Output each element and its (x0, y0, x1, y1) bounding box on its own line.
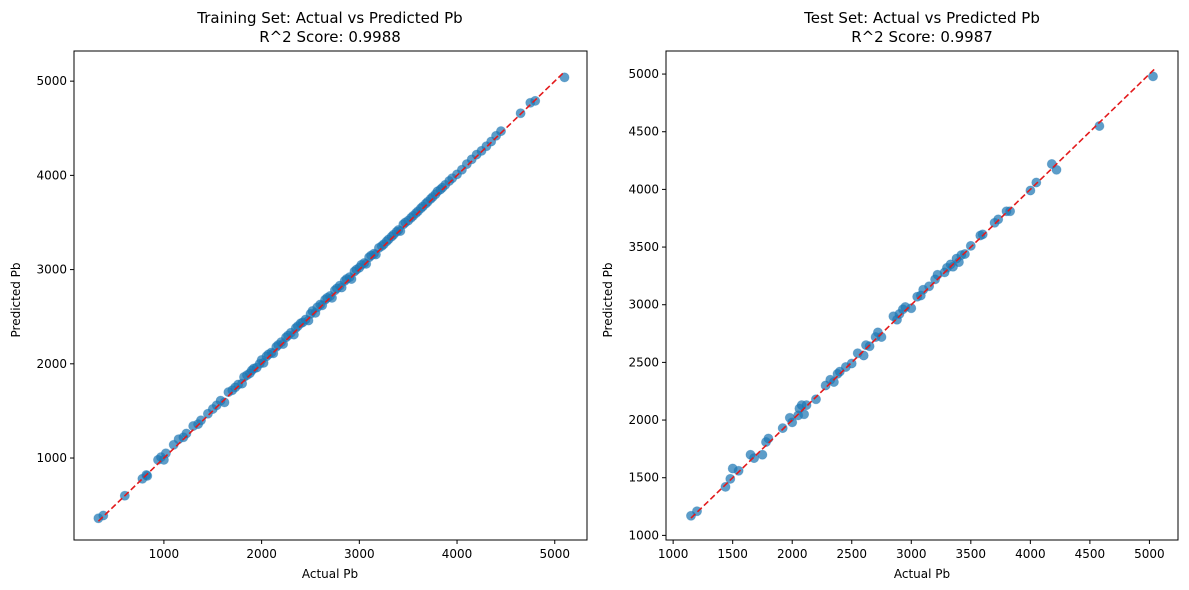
y-tick-label: 1000 (628, 528, 659, 542)
x-tick-label: 3000 (896, 547, 927, 561)
data-point (799, 409, 810, 420)
data-point (1005, 206, 1016, 217)
test-scatter-panel: Test Set: Actual vs Predicted Pb R^2 Sco… (601, 9, 1179, 581)
y-tick-label: 2000 (36, 357, 67, 371)
y-tick-label: 1000 (36, 451, 67, 465)
x-tick-label: 1000 (658, 547, 689, 561)
x-tick-label: 1500 (717, 547, 748, 561)
y-tick-label: 4000 (36, 168, 67, 182)
data-point (495, 126, 506, 137)
x-tick-label: 2500 (836, 547, 867, 561)
data-point (1031, 177, 1042, 188)
y-tick-label: 3000 (628, 298, 659, 312)
training-scatter-panel: Training Set: Actual vs Predicted Pb R^2… (9, 9, 588, 581)
data-point (977, 229, 988, 240)
data-point (1148, 71, 1159, 82)
data-point (777, 423, 788, 434)
plot-frame (73, 50, 588, 541)
chart-title-line1: Training Set: Actual vs Predicted Pb (196, 9, 462, 27)
x-tick-label: 3500 (956, 547, 987, 561)
x-tick-label: 5000 (539, 547, 570, 561)
y-tick-label: 3000 (36, 263, 67, 277)
y-axis-label: Predicted Pb (601, 263, 615, 338)
x-tick-label: 2000 (246, 547, 277, 561)
data-point (811, 394, 822, 405)
x-tick-label: 5000 (1134, 547, 1165, 561)
y-tick-label: 3500 (628, 240, 659, 254)
y-tick-label: 1500 (628, 471, 659, 485)
x-tick-label: 4000 (442, 547, 473, 561)
x-tick-label: 1000 (149, 547, 180, 561)
y-axis-label: Predicted Pb (9, 263, 23, 338)
data-point (720, 481, 731, 492)
data-point (965, 240, 976, 251)
y-tick-label: 2000 (628, 413, 659, 427)
data-point (787, 417, 798, 428)
x-tick-label: 3000 (344, 547, 375, 561)
chart-title-line2: R^2 Score: 0.9988 (259, 28, 401, 46)
x-tick-label: 4500 (1075, 547, 1106, 561)
y-tick-label: 2500 (628, 355, 659, 369)
data-point (828, 376, 839, 387)
data-point (559, 72, 570, 83)
chart-title-line1: Test Set: Actual vs Predicted Pb (803, 9, 1040, 27)
data-point (1025, 185, 1036, 196)
y-tick-label: 5000 (36, 74, 67, 88)
y-tick-label: 5000 (628, 67, 659, 81)
data-point (195, 415, 206, 426)
chart-title-line2: R^2 Score: 0.9987 (851, 28, 993, 46)
data-point (142, 470, 153, 481)
data-point (858, 350, 869, 361)
data-point (733, 465, 744, 476)
x-tick-label: 4000 (1015, 547, 1046, 561)
data-point (219, 397, 230, 408)
x-axis-label: Actual Pb (894, 567, 950, 581)
y-tick-label: 4000 (628, 182, 659, 196)
data-point (181, 428, 192, 439)
data-point (725, 473, 736, 484)
data-point (160, 448, 171, 459)
x-tick-label: 2000 (777, 547, 808, 561)
data-point (959, 248, 970, 259)
data-point (1051, 164, 1062, 175)
plot-frame (665, 50, 1179, 541)
data-point (757, 449, 768, 460)
x-axis-label: Actual Pb (302, 567, 358, 581)
data-point (763, 433, 774, 444)
y-tick-label: 4500 (628, 125, 659, 139)
